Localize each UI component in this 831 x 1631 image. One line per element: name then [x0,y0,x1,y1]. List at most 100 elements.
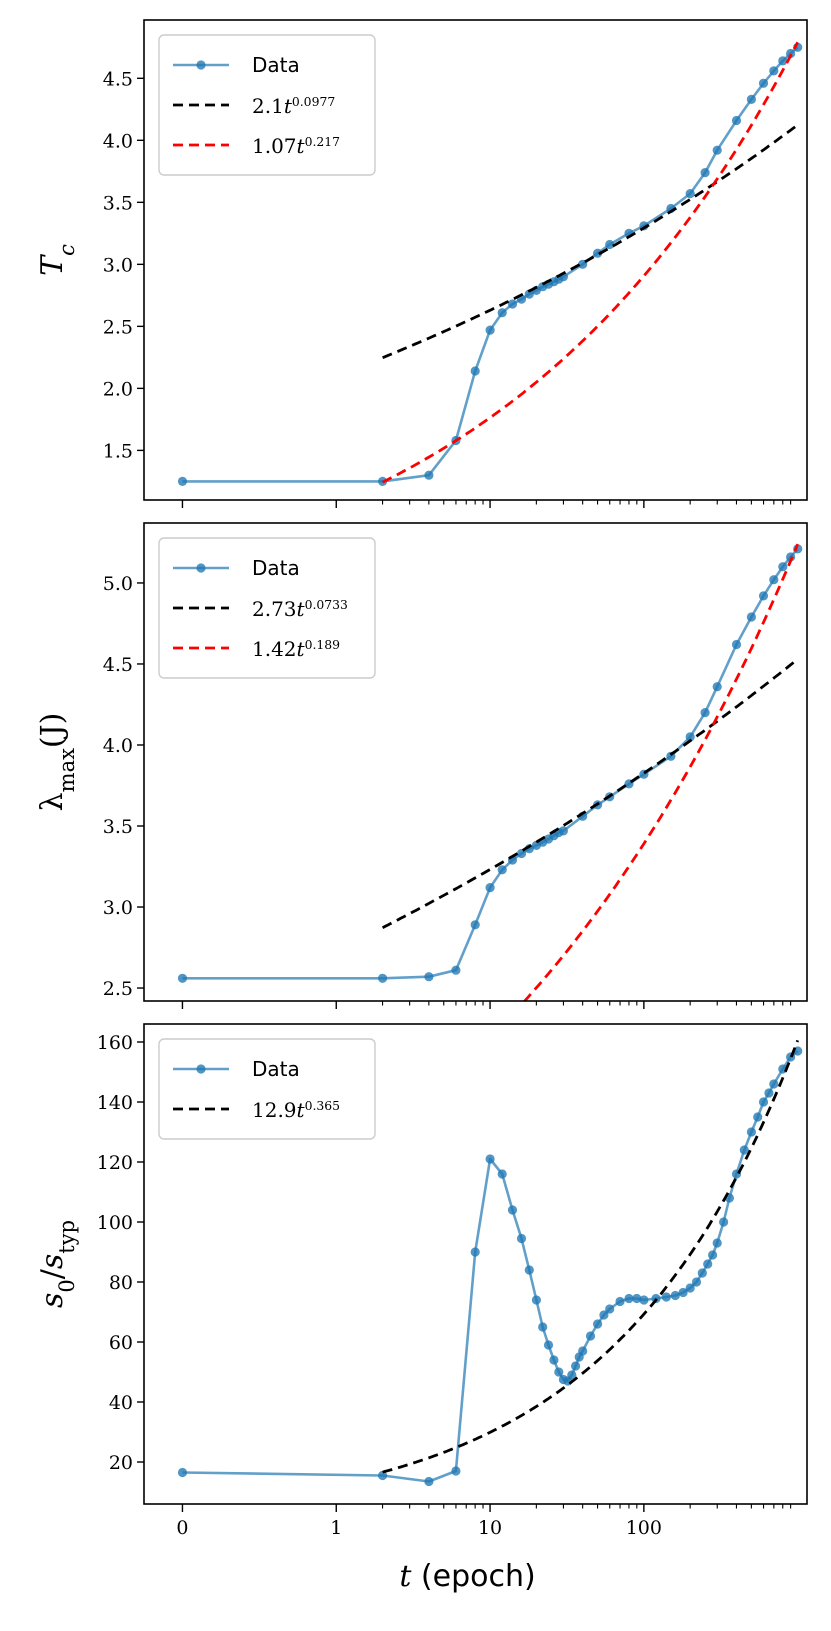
data-point [578,1346,588,1356]
data-point [177,1467,188,1478]
legend-label-fit: 2.1t0.0977 [252,94,335,119]
data-point [485,325,495,335]
data-point [703,1259,713,1269]
data-point [470,920,480,930]
data-point [731,639,742,650]
data-point [470,1247,480,1257]
data-point [632,1293,642,1304]
data-point [778,56,788,66]
data-point [507,1205,518,1215]
svg-text:s0/styp: s0/styp [35,1220,79,1308]
fit-line-1 [382,123,799,359]
y-tick-label: 140 [97,1092,133,1114]
data-point [567,1370,577,1380]
y-tick-label: 2.5 [103,978,133,1000]
data-point [485,1154,495,1164]
plot-area [177,1039,803,1487]
data-point [624,1293,634,1304]
y-tick-label: 4.5 [103,68,133,90]
data-point [685,189,695,199]
legend: Data 2.1t0.0977 1.07t0.217 [158,34,376,176]
data-point [769,575,779,585]
data-point [470,366,480,376]
data-point [685,732,695,742]
data-point [531,1295,542,1305]
data-point [593,248,603,258]
data-point [739,1145,749,1155]
fit-line-2 [381,41,799,484]
data-point [378,973,388,983]
data-point [497,865,507,875]
y-tick-label: 120 [97,1152,133,1174]
legend-label-data: Data [252,53,300,77]
data-point [593,1319,603,1329]
legend-label-fit: 2.73t0.0733 [252,597,348,622]
data-point [708,1250,718,1260]
data-point [485,883,495,893]
data-point [585,1331,596,1341]
data-point [605,1304,615,1314]
data-point [605,239,615,250]
y-axis-label: λmax(J) [35,713,79,812]
fit-line-1 [381,658,799,929]
data-point [424,470,434,480]
data-point [746,612,757,622]
legend-box [158,537,376,679]
data-point [697,1268,707,1278]
svg-text:λmax(J): λmax(J) [35,713,79,812]
data-point [378,1470,388,1481]
data-point [516,1233,527,1244]
x-tick-label: 1 [330,1517,342,1539]
data-point [731,115,742,126]
data-point [549,1355,559,1365]
data-point [685,1283,695,1293]
data-point [177,973,188,983]
x-axis-label: t (epoch) [399,1559,535,1594]
fit-line-1 [382,1039,800,1474]
data-point [758,591,769,601]
y-tick-label: 20 [109,1452,133,1474]
data-point [769,1079,779,1089]
y-tick-label: 2.0 [103,378,133,400]
y-tick-label: 4.0 [103,130,133,152]
data-point [558,826,569,836]
data-point [554,1367,564,1377]
y-tick-label: 1.5 [103,440,133,462]
legend-box [158,1038,376,1140]
data-point [524,1265,534,1275]
y-tick-label: 4.0 [103,735,133,757]
data-point [599,1310,609,1320]
panel-1: 1.5 2.0 2.5 3.0 3.5 4.0 4.5 Tc Data 2.1t0.0977 1.0… [35,19,808,508]
data-point [700,708,710,718]
data-point [451,1466,461,1476]
legend-label-data: Data [252,1057,300,1081]
legend-handle-marker [196,60,206,70]
legend: Data 12.9t0.365 [158,1038,376,1140]
data-point [712,682,722,692]
data-point [524,289,534,299]
x-tick-label: 10 [478,1517,502,1539]
data-point [712,1238,722,1248]
data-point [543,1340,554,1350]
plot-area [177,41,803,486]
legend-label-fit: 1.07t0.217 [252,134,340,159]
legend-label-fit: 12.9t0.365 [252,1098,340,1123]
data-point [451,965,461,975]
data-point [719,1217,729,1227]
data-point [507,299,518,309]
y-tick-label: 100 [97,1212,133,1234]
y-axis-label: Tc [35,244,79,276]
legend: Data 2.73t0.0733 1.42t0.189 [158,537,376,679]
data-point [177,476,188,486]
data-point [639,1295,649,1305]
legend-box [158,34,376,176]
data-point [746,94,757,104]
data-point [758,78,769,88]
data-point [424,972,434,982]
y-tick-label: 5.0 [103,573,133,595]
data-point [753,1112,763,1122]
plot-area [177,543,803,1001]
svg-text:Tc: Tc [35,244,79,276]
y-tick-label: 4.5 [103,654,133,676]
legend-label-fit: 1.42t0.189 [252,637,340,662]
